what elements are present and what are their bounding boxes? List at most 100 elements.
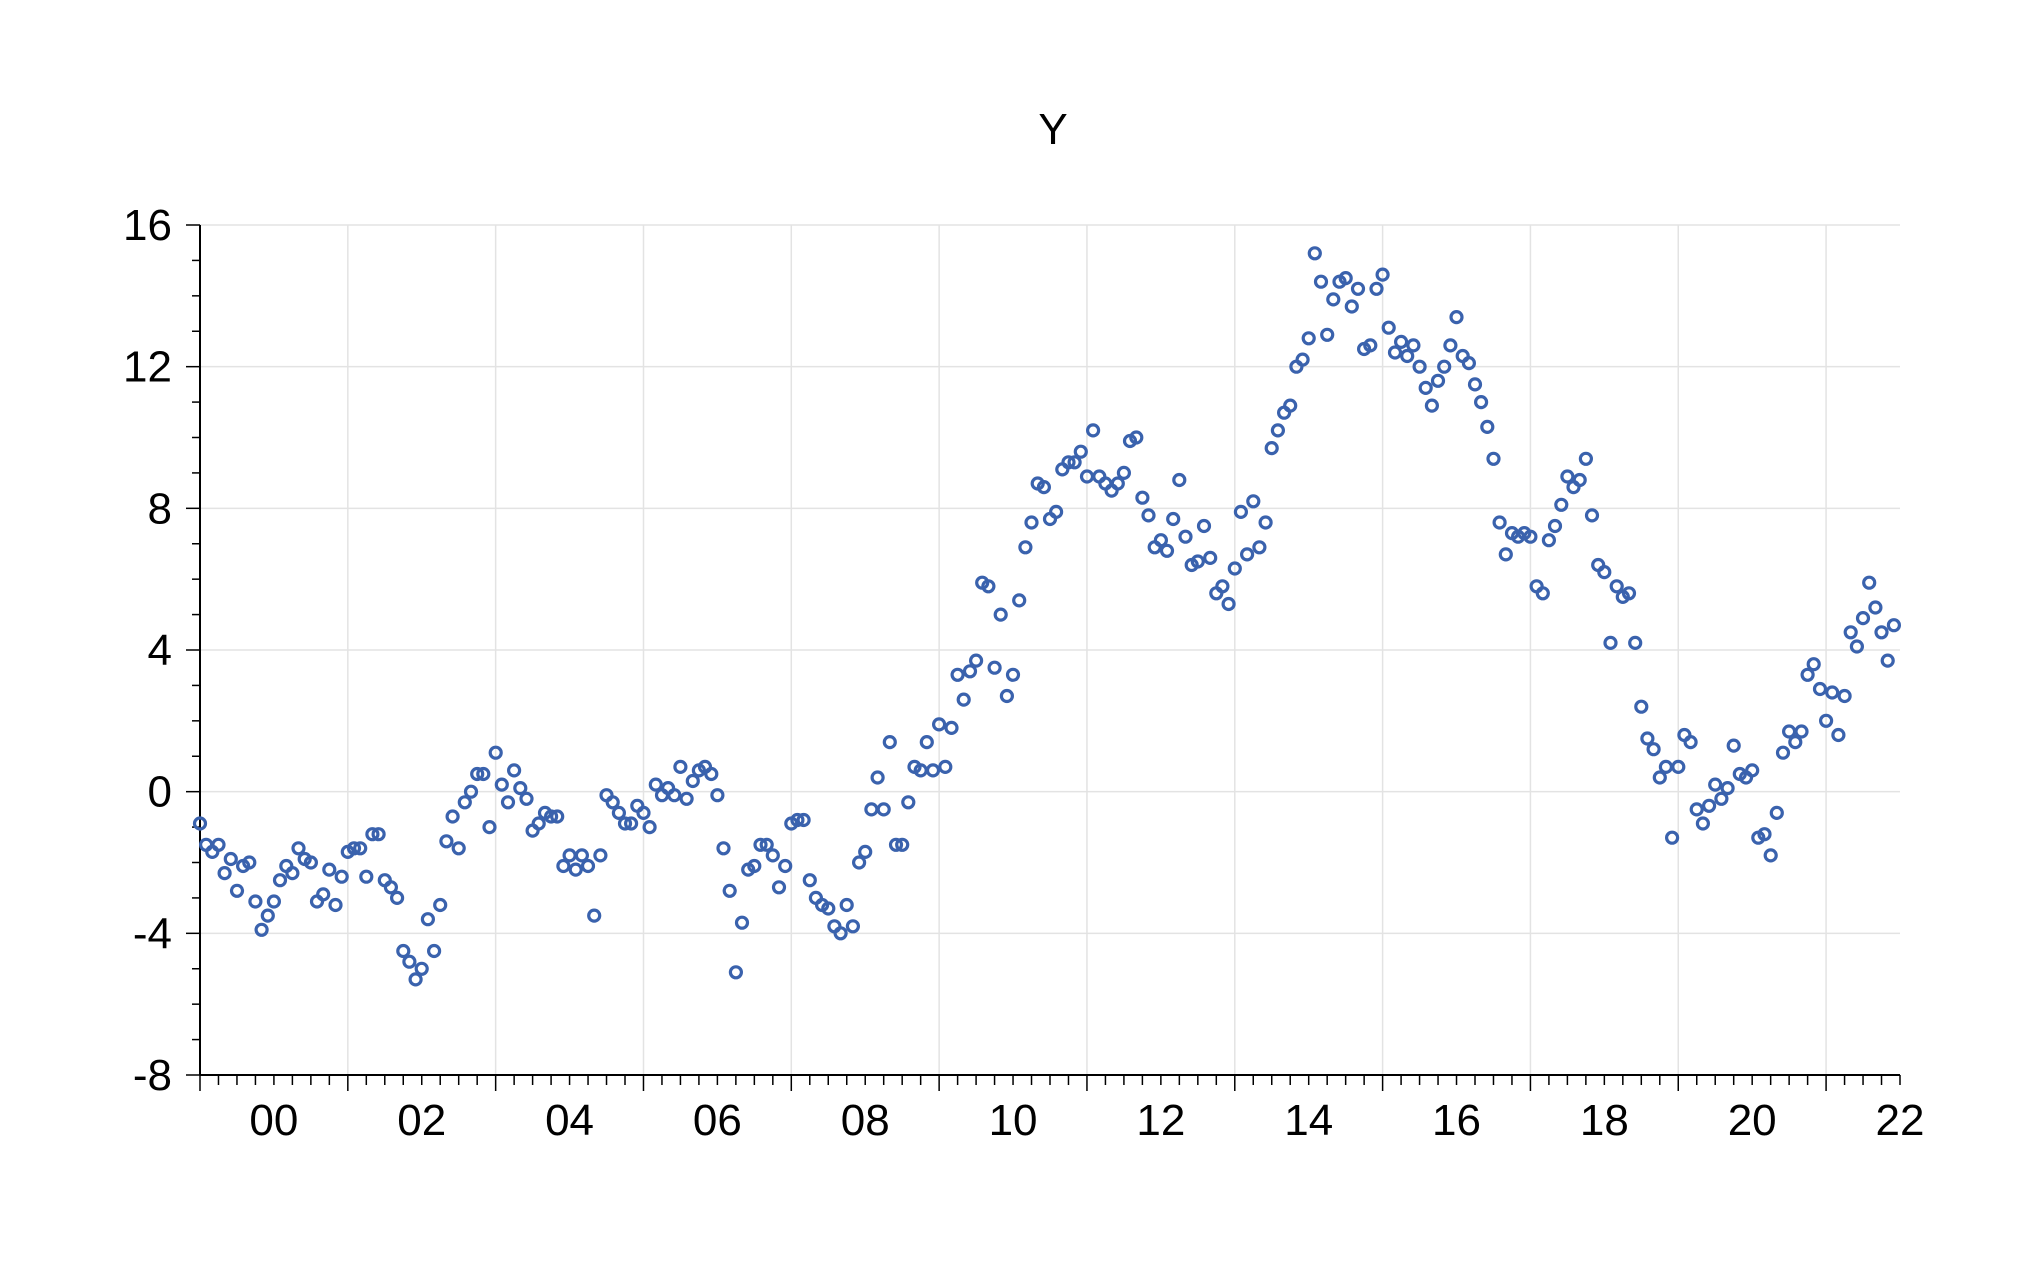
data-point	[1862, 575, 1877, 590]
data-point	[1307, 246, 1322, 261]
data-point	[1886, 618, 1902, 633]
data-point	[1400, 348, 1415, 364]
data-point	[192, 816, 208, 831]
data-point	[328, 897, 343, 913]
data-point	[1085, 423, 1101, 438]
y-tick-label: 12	[123, 343, 172, 392]
data-point	[1221, 596, 1236, 612]
data-point	[1215, 579, 1230, 594]
data-point	[1313, 274, 1329, 289]
data-point	[919, 734, 934, 750]
data-point	[1344, 299, 1359, 314]
data-point	[550, 809, 565, 824]
data-point	[1295, 352, 1310, 367]
data-point	[223, 851, 238, 867]
data-point	[383, 880, 398, 895]
data-point	[1689, 802, 1704, 817]
x-tick-label: 04	[545, 1096, 594, 1145]
data-point	[617, 816, 633, 831]
data-point	[322, 862, 337, 877]
data-point	[642, 819, 657, 835]
data-point	[999, 688, 1015, 704]
data-point	[390, 890, 405, 906]
grid-lines	[200, 224, 1900, 1075]
data-point	[1178, 529, 1193, 544]
data-point	[1110, 476, 1125, 491]
data-point	[1326, 292, 1341, 307]
data-point	[1141, 508, 1156, 523]
data-point	[556, 858, 571, 874]
data-point	[1806, 657, 1821, 672]
data-point	[574, 848, 590, 863]
data-point	[636, 805, 651, 821]
data-point	[858, 844, 873, 860]
data-point	[1449, 310, 1464, 325]
data-point	[1135, 490, 1150, 505]
x-tick-label: 06	[693, 1096, 742, 1145]
data-point	[463, 784, 479, 799]
data-point	[716, 841, 731, 856]
data-point	[1246, 494, 1261, 509]
data-point	[759, 837, 774, 852]
data-point	[1153, 533, 1169, 548]
data-point	[506, 763, 522, 778]
data-point	[1763, 848, 1778, 863]
data-point	[704, 766, 719, 782]
data-point	[1628, 635, 1643, 651]
data-point	[925, 763, 941, 778]
data-point	[1554, 497, 1569, 512]
data-point	[845, 919, 861, 934]
data-point	[1018, 540, 1033, 555]
data-point	[944, 720, 959, 736]
data-point	[1418, 380, 1433, 395]
data-point	[710, 788, 725, 803]
data-point	[1769, 805, 1784, 821]
data-point	[888, 837, 904, 852]
data-point	[981, 579, 996, 594]
data-point	[414, 961, 429, 976]
data-point	[1597, 564, 1612, 580]
data-point	[1486, 451, 1501, 466]
data-point	[1584, 508, 1600, 523]
data-point	[882, 734, 897, 750]
data-point	[1523, 529, 1538, 544]
data-point	[1874, 625, 1889, 640]
data-point	[1868, 600, 1883, 615]
data-point	[938, 759, 953, 775]
data-point	[747, 858, 762, 874]
data-point	[408, 972, 423, 987]
data-point	[1166, 511, 1181, 527]
data-point	[1671, 759, 1686, 775]
data-point	[950, 667, 965, 682]
data-point	[1338, 271, 1353, 286]
data-point	[1369, 281, 1384, 296]
data-point	[611, 805, 627, 821]
data-point	[1159, 543, 1175, 558]
data-point	[851, 855, 867, 870]
data-point	[1283, 398, 1298, 413]
data-point	[433, 897, 448, 913]
data-point	[217, 865, 232, 881]
data-point	[1541, 533, 1557, 548]
x-tick-label: 18	[1580, 1096, 1629, 1145]
data-point	[1664, 830, 1680, 845]
data-point	[1880, 653, 1895, 668]
data-point	[1609, 579, 1624, 594]
data-point	[1843, 625, 1858, 640]
y-tick-label: 0	[148, 768, 172, 817]
data-point	[1301, 331, 1316, 346]
data-point	[365, 827, 380, 842]
data-point	[1190, 554, 1205, 569]
data-point	[593, 848, 608, 863]
data-point	[876, 802, 891, 817]
data-point	[451, 841, 466, 856]
data-points	[192, 246, 1902, 987]
data-point	[519, 791, 534, 806]
data-point	[1480, 419, 1495, 434]
data-point	[962, 664, 978, 679]
data-point	[796, 812, 811, 828]
data-point	[1073, 444, 1088, 459]
data-point	[605, 795, 620, 810]
